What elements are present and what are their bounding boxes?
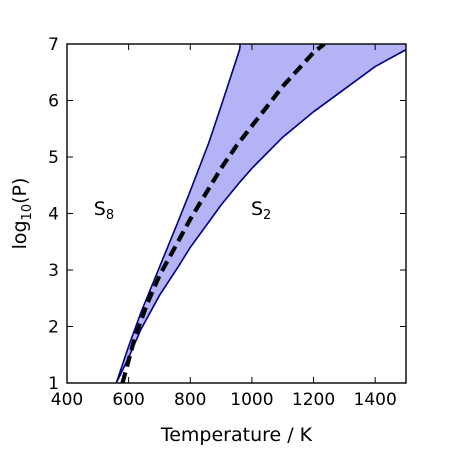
region-label-sub: 8 — [106, 208, 114, 223]
y-tick-label: 4 — [48, 205, 59, 225]
x-tick-label: 1200 — [292, 390, 335, 410]
x-tick-label: 600 — [112, 390, 144, 410]
y-axis-label: log10(P) — [9, 178, 35, 250]
x-tick-label: 1000 — [230, 390, 273, 410]
region-label-1: S2 — [251, 198, 271, 223]
y-tick-label: 5 — [48, 148, 59, 168]
band-lower-boundary — [115, 48, 406, 383]
region-label-0: S8 — [94, 198, 114, 223]
y-tick-label: 1 — [48, 374, 59, 394]
region-label-base: S — [94, 198, 106, 220]
y-tick-label: 6 — [48, 92, 59, 112]
y-tick-label: 3 — [48, 261, 59, 281]
coexistence-band — [116, 44, 406, 383]
y-tick-label: 7 — [48, 35, 59, 55]
region-label-sub: 2 — [263, 208, 271, 223]
x-tick-label: 800 — [174, 390, 206, 410]
x-axis-label: Temperature / K — [160, 424, 313, 446]
region-label-base: S — [251, 198, 263, 220]
x-tick-label: 400 — [51, 390, 83, 410]
y-axis-label-base: log — [9, 220, 31, 249]
y-axis-label-sub: 10 — [20, 204, 35, 221]
y-tick-label: 2 — [48, 318, 59, 338]
band-upper-boundary — [115, 44, 242, 383]
y-axis-label-tail: (P) — [9, 178, 31, 204]
equilibrium-dashed-line — [120, 44, 326, 383]
x-tick-label: 1400 — [354, 390, 397, 410]
